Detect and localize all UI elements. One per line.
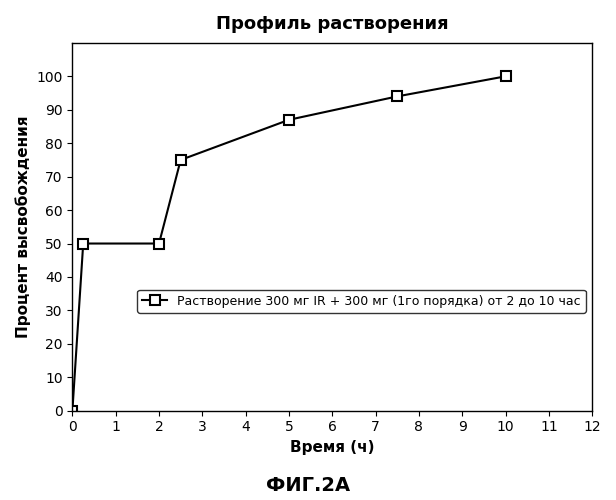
Y-axis label: Процент высвобождения: Процент высвобождения bbox=[15, 116, 31, 338]
Растворение 300 мг IR + 300 мг (1го порядка) от 2 до 10 час bbox=[69, 408, 76, 414]
X-axis label: Время (ч): Время (ч) bbox=[290, 440, 375, 455]
Растворение 300 мг IR + 300 мг (1го порядка) от 2 до 10 час bbox=[177, 157, 184, 163]
Растворение 300 мг IR + 300 мг (1го порядка) от 2 до 10 час bbox=[79, 240, 87, 246]
Растворение 300 мг IR + 300 мг (1го порядка) от 2 до 10 час bbox=[285, 117, 293, 123]
Растворение 300 мг IR + 300 мг (1го порядка) от 2 до 10 час bbox=[155, 240, 163, 246]
Title: Профиль растворения: Профиль растворения bbox=[216, 15, 448, 33]
Line: Растворение 300 мг IR + 300 мг (1го порядка) от 2 до 10 час: Растворение 300 мг IR + 300 мг (1го поря… bbox=[68, 72, 511, 416]
Растворение 300 мг IR + 300 мг (1го порядка) от 2 до 10 час bbox=[394, 94, 401, 100]
Text: ФИГ.2А: ФИГ.2А bbox=[266, 476, 350, 495]
Legend: Растворение 300 мг IR + 300 мг (1го порядка) от 2 до 10 час: Растворение 300 мг IR + 300 мг (1го поря… bbox=[137, 290, 586, 312]
Растворение 300 мг IR + 300 мг (1го порядка) от 2 до 10 час bbox=[502, 74, 509, 80]
